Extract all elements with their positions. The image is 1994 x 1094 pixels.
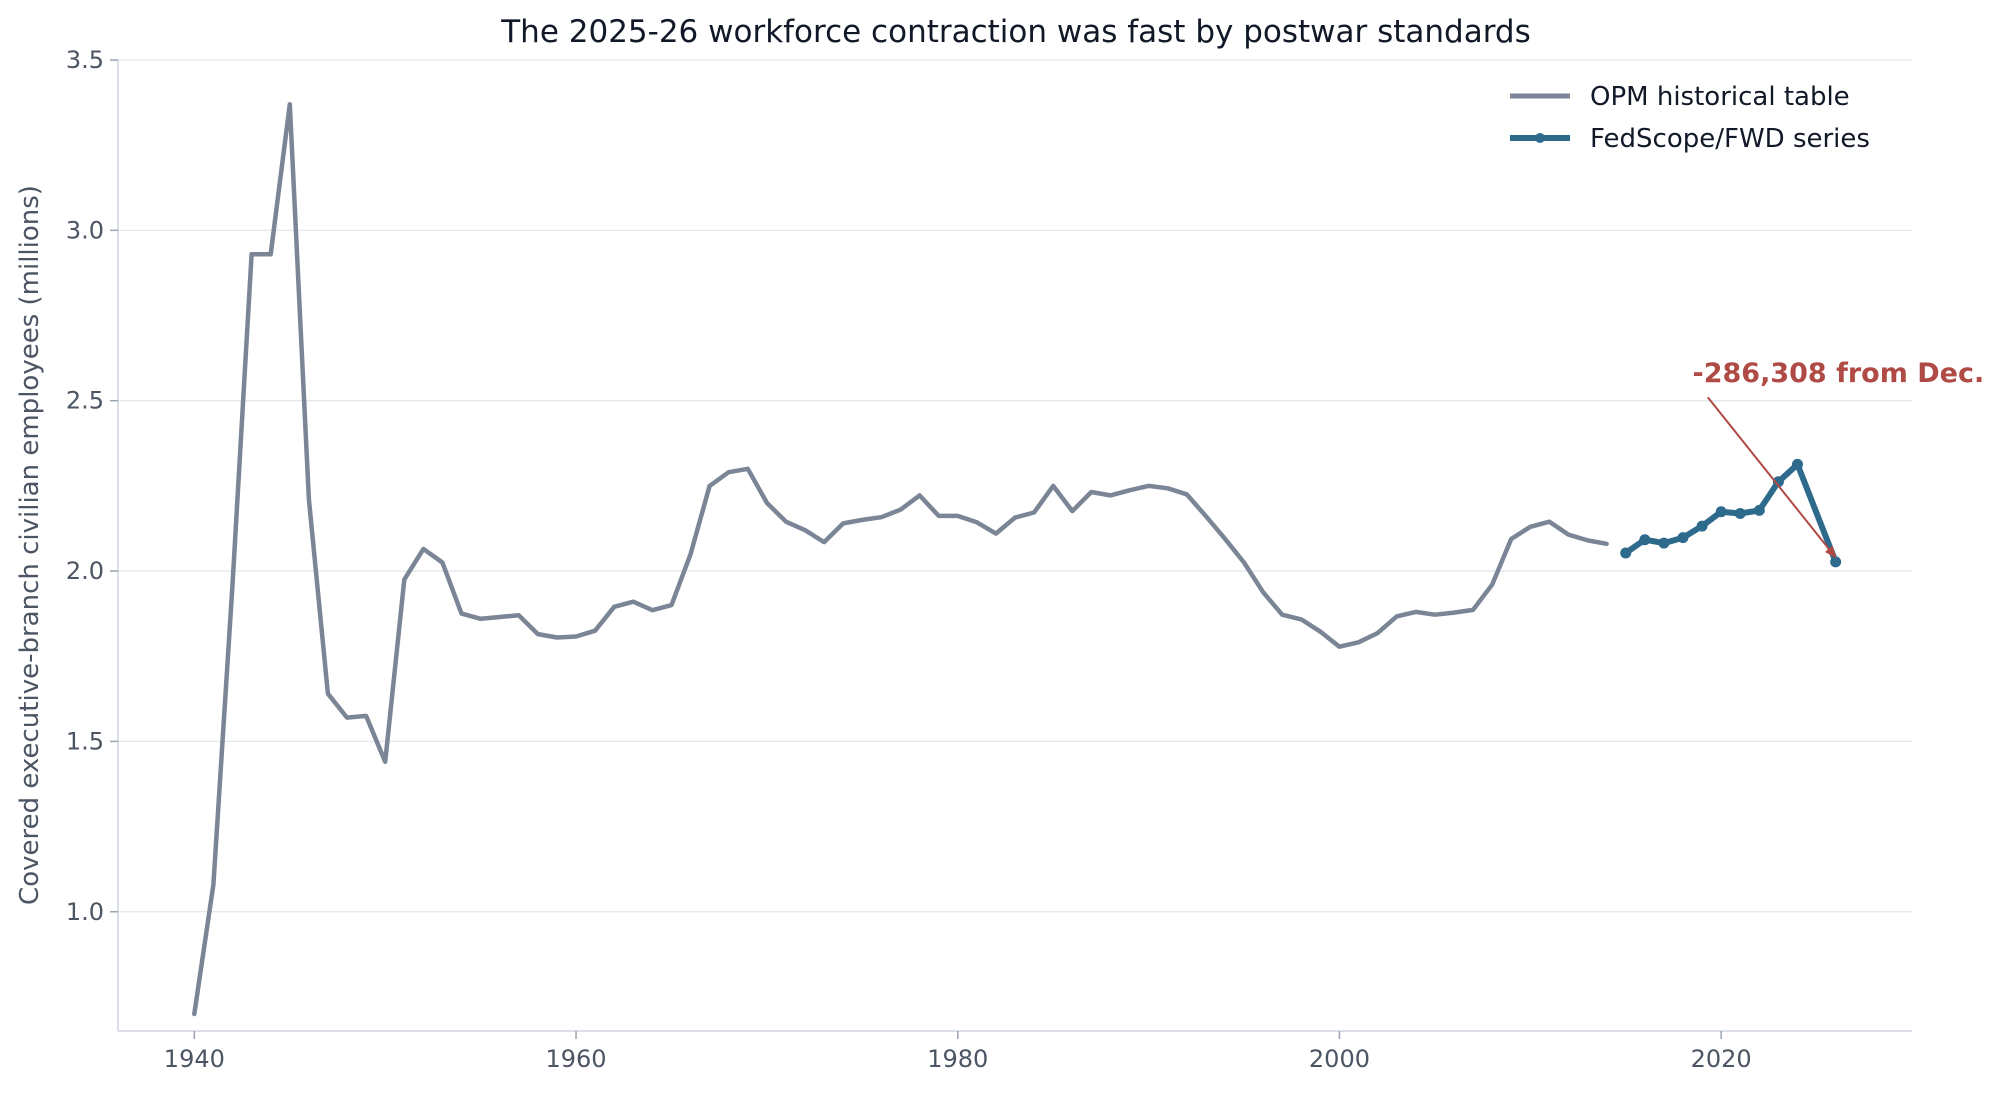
data-point [1734, 507, 1746, 519]
data-point [1658, 537, 1670, 549]
x-axis-ticks: 1940 1960 1980 2000 2020 [164, 1031, 1752, 1073]
y-tick-label: 2.0 [66, 557, 104, 585]
data-point [1753, 504, 1765, 516]
series-layer [192, 102, 1842, 1017]
annotation-layer: -286,308 from Dec. 2024 to May 2026 [1693, 358, 1994, 559]
legend-marker-fedscope-fwd-series [1535, 133, 1545, 143]
y-axis-label: Covered executive-branch civilian employ… [15, 185, 45, 905]
x-tick-label: 1960 [546, 1045, 607, 1073]
y-tick-label: 3.0 [66, 216, 104, 244]
y-tick-label: 1.5 [66, 727, 104, 755]
y-tick-label: 2.5 [66, 387, 104, 415]
chart-title: The 2025-26 workforce contraction was fa… [500, 14, 1531, 50]
series-fedscope-fwd-series [1620, 458, 1842, 568]
series-line-fedscope-fwd-series [1622, 461, 1839, 565]
data-point [1696, 520, 1708, 532]
data-point [1639, 534, 1651, 546]
data-point [1715, 506, 1727, 518]
y-tick-label: 1.0 [66, 898, 104, 926]
data-point [1791, 458, 1803, 470]
chart-legend: OPM historical table FedScope/FWD series [1510, 82, 1870, 154]
y-axis-ticks: 1.0 1.5 2.0 2.5 3.0 3.5 [66, 46, 118, 926]
data-point [1677, 532, 1689, 544]
x-tick-label: 2000 [1309, 1045, 1370, 1073]
y-tick-label: 3.5 [66, 46, 104, 74]
x-tick-label: 2020 [1691, 1045, 1752, 1073]
x-tick-label: 1940 [164, 1045, 225, 1073]
series-opm-historical-table [192, 102, 1609, 1017]
gridlines [118, 59, 1912, 913]
data-point [1772, 476, 1784, 488]
annotation-text: -286,308 from Dec. 2024 to May 2026 [1693, 358, 1994, 389]
annotation-arrow [1707, 396, 1837, 559]
legend-label-opm-historical-table: OPM historical table [1590, 82, 1850, 112]
data-point [1620, 547, 1632, 559]
data-point [1830, 556, 1842, 568]
series-line-opm-historical-table [192, 102, 1609, 1017]
x-tick-label: 1980 [927, 1045, 988, 1073]
legend-label-fedscope-fwd-series: FedScope/FWD series [1590, 124, 1870, 154]
